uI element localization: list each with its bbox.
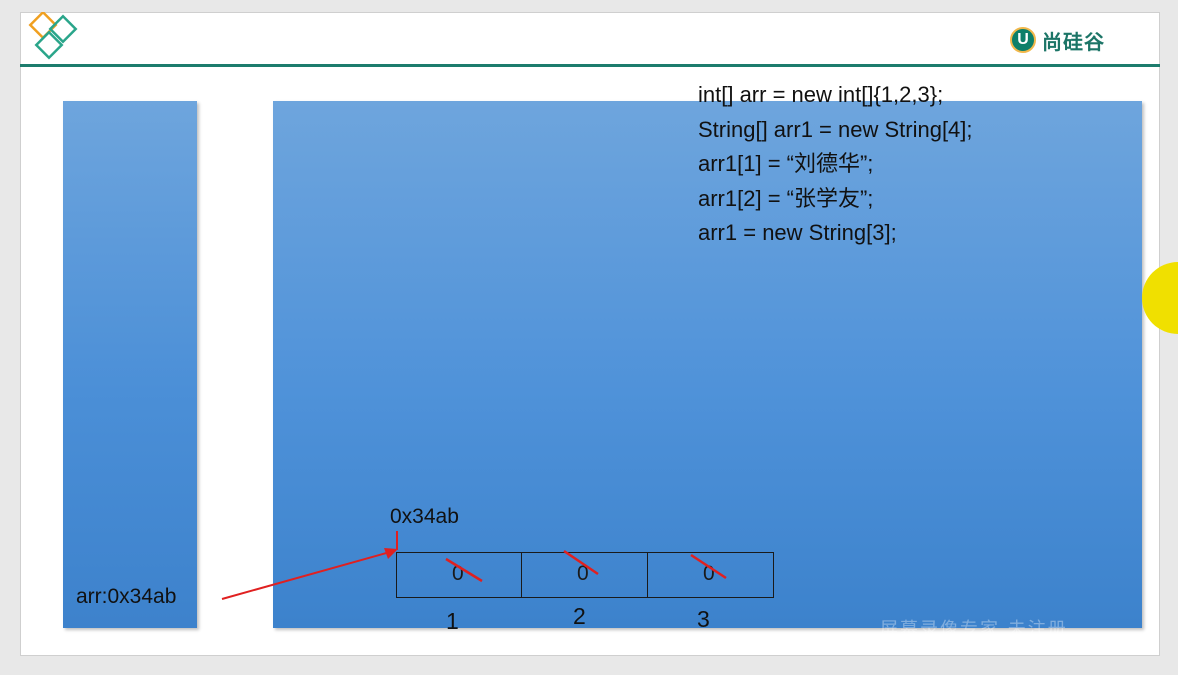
cursor-highlight	[1142, 262, 1178, 334]
array-cell	[647, 552, 774, 598]
brand-u-icon: U	[1010, 27, 1036, 53]
array-cell-value: 0	[703, 562, 715, 585]
array-cell-value: 0	[452, 562, 464, 585]
stack-panel	[63, 101, 197, 628]
brand-name: 尚硅谷	[1042, 29, 1105, 54]
array-cell-value: 0	[577, 562, 589, 585]
header-divider	[20, 64, 1160, 67]
logo-diamonds-icon	[28, 12, 78, 60]
code-block: int[] arr = new int[]{1,2,3}; String[] a…	[698, 78, 973, 251]
code-line: String[] arr1 = new String[4];	[698, 116, 973, 142]
heap-panel	[273, 101, 1142, 628]
watermark: 屏幕录像专家 未注册	[880, 619, 1068, 640]
code-line: int[] arr = new int[]{1,2,3};	[698, 82, 944, 107]
array-index-label: 3	[697, 606, 710, 632]
code-line: arr1 = new String[3];	[698, 220, 897, 245]
array-index-label: 1	[446, 608, 459, 634]
stack-variable-label: arr:0x34ab	[76, 585, 177, 608]
array-index-label: 2	[573, 603, 586, 629]
code-line: arr1[2] = “张学友”;	[698, 185, 874, 211]
brand-logo: U 尚硅谷	[1010, 24, 1105, 56]
code-line: arr1[1] = “刘德华”;	[698, 151, 874, 176]
heap-address-label: 0x34ab	[390, 505, 459, 528]
